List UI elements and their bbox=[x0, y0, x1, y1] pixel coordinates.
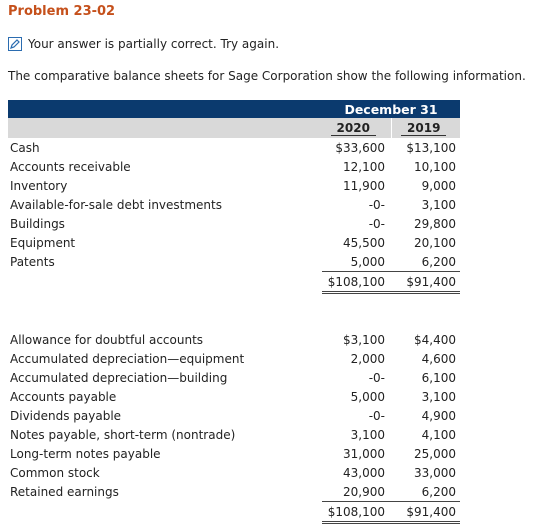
row-label: Common stock bbox=[10, 465, 100, 480]
value-2019: $13,100 bbox=[406, 140, 456, 155]
value-2020: 20,900 bbox=[322, 482, 391, 502]
row-label: Accounts payable bbox=[10, 389, 117, 404]
status-text: Your answer is partially correct. Try ag… bbox=[28, 37, 280, 51]
year-2020-header: 2020 bbox=[322, 118, 392, 138]
row-label: Allowance for doubtful accounts bbox=[10, 332, 204, 347]
table-row: Buildings -0- 29,800 bbox=[8, 214, 460, 233]
assets-total-row: $108,100 $91,400 bbox=[8, 271, 460, 294]
answer-status: Your answer is partially correct. Try ag… bbox=[8, 36, 279, 52]
value-2019: 4,600 bbox=[421, 351, 456, 366]
row-label: Buildings bbox=[10, 216, 65, 231]
value-2020: -0- bbox=[368, 408, 385, 423]
value-2020: 31,000 bbox=[343, 446, 385, 461]
value-2019: 25,000 bbox=[414, 446, 456, 461]
table-header-period: December 31 bbox=[8, 100, 460, 118]
year-2019-header: 2019 bbox=[391, 118, 460, 138]
value-2019: 4,900 bbox=[421, 408, 456, 423]
table-row: Accumulated depreciation—equipment 2,000 4… bbox=[8, 349, 460, 368]
table-row: Notes payable, short-term (nontrade) 3,10… bbox=[8, 425, 460, 444]
row-label: Patents bbox=[10, 254, 55, 269]
row-label: Inventory bbox=[10, 178, 68, 193]
value-2020: 43,000 bbox=[343, 465, 385, 480]
value-2019: 6,200 bbox=[391, 252, 460, 272]
pencil-icon bbox=[8, 37, 22, 51]
row-label: Notes payable, short-term (nontrade) bbox=[10, 427, 236, 442]
value-2019: $4,400 bbox=[414, 332, 456, 347]
total-2020: $108,100 bbox=[322, 501, 391, 524]
table-row: Allowance for doubtful accounts $3,100 $4,… bbox=[8, 330, 460, 349]
value-2019: 3,100 bbox=[421, 197, 456, 212]
value-2019: 33,000 bbox=[414, 465, 456, 480]
value-2019: 29,800 bbox=[414, 216, 456, 231]
value-2019: 6,100 bbox=[421, 370, 456, 385]
row-label: Accumulated depreciation—equipment bbox=[10, 351, 245, 366]
table-row: Inventory 11,900 9,000 bbox=[8, 176, 460, 195]
total-2020: $108,100 bbox=[322, 271, 391, 294]
value-2020: $3,100 bbox=[343, 332, 385, 347]
value-2020: 2,000 bbox=[350, 351, 385, 366]
table-header-years: 2020 2019 bbox=[8, 118, 460, 138]
table-row: Dividends payable -0- 4,900 bbox=[8, 406, 460, 425]
value-2019: 4,100 bbox=[421, 427, 456, 442]
value-2020: 3,100 bbox=[350, 427, 385, 442]
value-2019: 6,200 bbox=[391, 482, 460, 502]
table-row: Accounts receivable 12,100 10,100 bbox=[8, 157, 460, 176]
period-header: December 31 bbox=[322, 100, 460, 118]
intro-text: The comparative balance sheets for Sage … bbox=[8, 69, 526, 83]
row-label: Equipment bbox=[10, 235, 76, 250]
balance-sheet-table: December 31 2020 2019 Cash $33,600 $13,100… bbox=[8, 100, 460, 524]
value-2019: 20,100 bbox=[414, 235, 456, 250]
value-2020: $33,600 bbox=[335, 140, 385, 155]
value-2020: -0- bbox=[368, 370, 385, 385]
row-label: Available-for-sale debt investments bbox=[10, 197, 222, 212]
row-label: Cash bbox=[10, 140, 40, 155]
row-label: Retained earnings bbox=[10, 484, 119, 499]
value-2020: 45,500 bbox=[343, 235, 385, 250]
value-2019: 9,000 bbox=[421, 178, 456, 193]
value-2020: 5,000 bbox=[350, 389, 385, 404]
value-2019: 10,100 bbox=[414, 159, 456, 174]
row-label: Accumulated depreciation—building bbox=[10, 370, 228, 385]
table-row: Cash $33,600 $13,100 bbox=[8, 138, 460, 157]
value-2020: 12,100 bbox=[343, 159, 385, 174]
table-row: Long-term notes payable 31,000 25,000 bbox=[8, 444, 460, 463]
table-row: Accounts payable 5,000 3,100 bbox=[8, 387, 460, 406]
row-label: Accounts receivable bbox=[10, 159, 131, 174]
value-2020: 5,000 bbox=[322, 252, 391, 272]
value-2020: 11,900 bbox=[343, 178, 385, 193]
table-row: Equipment 45,500 20,100 bbox=[8, 233, 460, 252]
value-2019: 3,100 bbox=[421, 389, 456, 404]
table-row: Retained earnings 20,900 6,200 bbox=[8, 482, 460, 502]
value-2020: -0- bbox=[368, 216, 385, 231]
table-row: Accumulated depreciation—building -0- 6,10… bbox=[8, 368, 460, 387]
row-label: Dividends payable bbox=[10, 408, 122, 423]
liabilities-total-row: $108,100 $91,400 bbox=[8, 501, 460, 524]
row-label: Long-term notes payable bbox=[10, 446, 161, 461]
total-2019: $91,400 bbox=[391, 501, 460, 524]
value-2020: -0- bbox=[368, 197, 385, 212]
table-row: Available-for-sale debt investments -0- 3,… bbox=[8, 195, 460, 214]
problem-title: Problem 23-02 bbox=[8, 4, 116, 19]
table-row: Common stock 43,000 33,000 bbox=[8, 463, 460, 482]
total-2019: $91,400 bbox=[391, 271, 460, 294]
table-row: Patents 5,000 6,200 bbox=[8, 252, 460, 272]
